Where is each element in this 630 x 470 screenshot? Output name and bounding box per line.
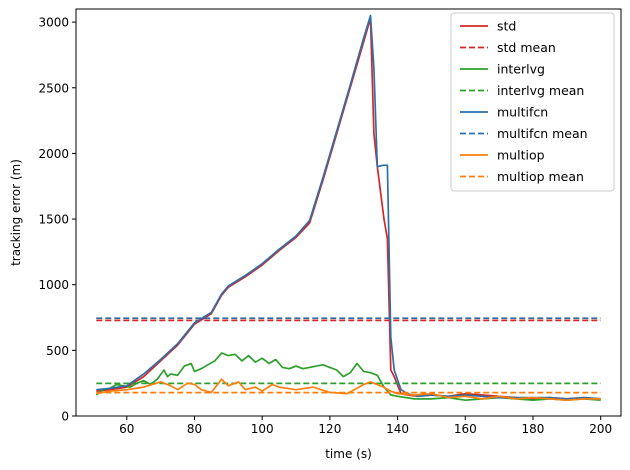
x-tick-label: 160 — [454, 422, 477, 436]
y-tick-label: 3000 — [38, 16, 69, 30]
x-tick-label: 120 — [318, 422, 341, 436]
legend-label-multifcn: multifcn — [497, 105, 548, 120]
y-axis-label: tracking error (m) — [9, 159, 23, 266]
axes-frame — [75, 8, 622, 417]
series-line-std — [96, 17, 601, 400]
legend-label-std: std — [497, 19, 516, 34]
x-tick-label: 80 — [187, 422, 202, 436]
x-tick-label: 140 — [386, 422, 409, 436]
series-line-multiop — [96, 378, 601, 402]
series-layer — [95, 14, 601, 402]
x-axis: 60 80 100 120 140 160 180 200 — [119, 416, 612, 436]
y-axis: 0 500 1000 1500 2000 2500 3000 — [38, 16, 76, 424]
legend-label-std-mean: std mean — [497, 40, 556, 55]
plot-area — [75, 8, 622, 417]
legend-label-interlvg-mean: interlvg mean — [497, 83, 584, 98]
x-tick-label: 100 — [251, 422, 274, 436]
y-tick-label: 500 — [46, 344, 69, 358]
legend: std std mean interlvg interlvg mean multifcn… — [450, 12, 615, 192]
y-tick-label: 0 — [61, 410, 69, 424]
x-axis-label: time (s) — [325, 447, 372, 461]
legend-label-multiop: multiop — [497, 148, 545, 163]
y-tick-label: 1500 — [38, 213, 69, 227]
x-tick-label: 60 — [119, 422, 134, 436]
y-tick-label: 1000 — [38, 278, 69, 292]
y-tick-label: 2500 — [38, 81, 69, 95]
legend-label-multifcn-mean: multifcn mean — [497, 126, 588, 141]
x-tick-label: 200 — [589, 422, 612, 436]
y-tick-label: 2000 — [38, 147, 69, 161]
legend-label-multiop-mean: multiop mean — [497, 169, 584, 184]
x-tick-label: 180 — [522, 422, 545, 436]
legend-label-interlvg: interlvg — [497, 62, 545, 77]
legend-box — [450, 12, 615, 192]
series-line-interlvg — [95, 352, 601, 402]
